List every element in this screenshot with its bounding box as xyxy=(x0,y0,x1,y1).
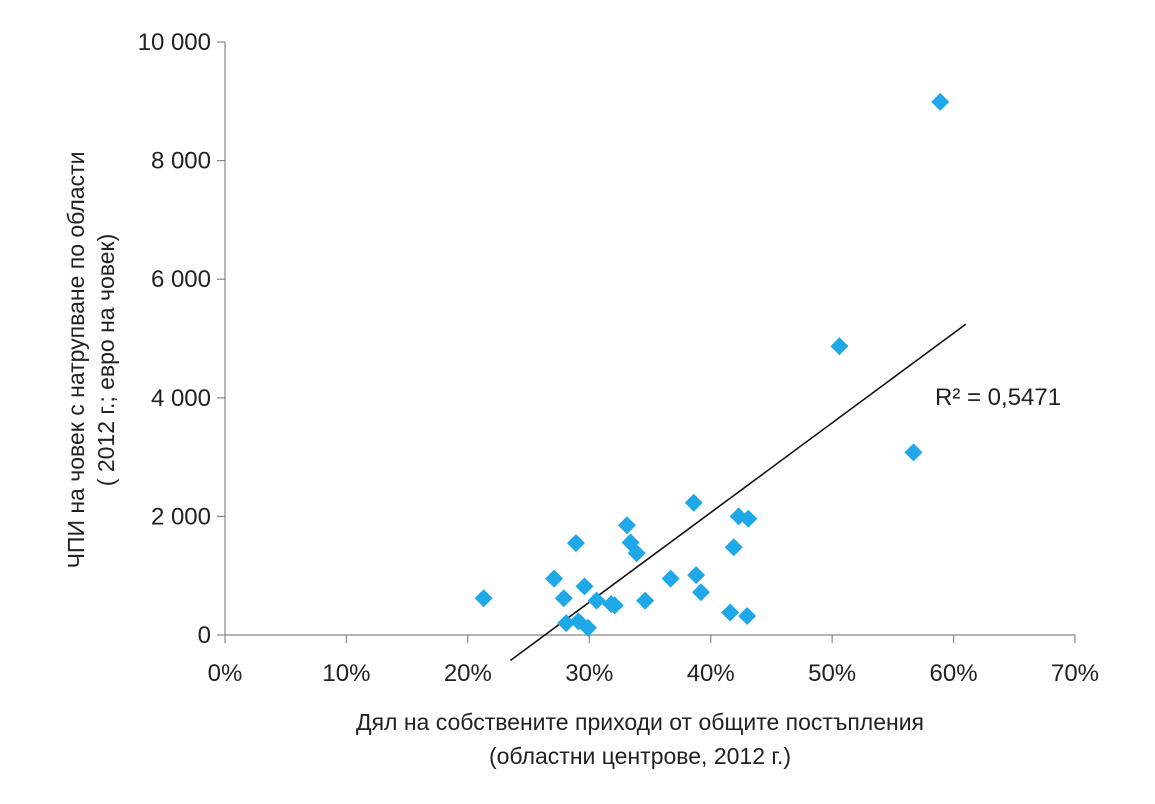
data-points xyxy=(474,92,950,637)
trendline-group xyxy=(509,323,967,662)
x-tick-label: 0% xyxy=(208,660,243,687)
y-tick-label: 6 000 xyxy=(151,266,211,293)
x-tick-label: 10% xyxy=(322,660,370,687)
data-point xyxy=(687,566,706,585)
data-point xyxy=(931,92,950,111)
data-point xyxy=(579,618,598,637)
x-axis-title-line-2: (областни центрове, 2012 г.) xyxy=(489,743,791,769)
y-axis-title: ЧПИ на човек с натрупване по области ( 2… xyxy=(63,152,119,569)
data-point xyxy=(636,591,655,610)
data-point xyxy=(724,538,743,557)
data-point xyxy=(721,603,740,622)
y-tick-label: 2 000 xyxy=(151,503,211,530)
data-point xyxy=(605,596,624,615)
data-point xyxy=(627,544,646,563)
x-tick-label: 20% xyxy=(444,660,492,687)
data-point xyxy=(692,583,710,602)
trendline xyxy=(509,323,967,662)
data-point xyxy=(830,337,849,356)
y-tick-label: 8 000 xyxy=(151,148,211,175)
data-point xyxy=(661,569,680,588)
x-axis-title-line-1: Дял на собствените приходи от общите пос… xyxy=(356,709,924,735)
r-squared-annotation: R² = 0,5471 xyxy=(935,384,1061,411)
data-point xyxy=(474,589,493,608)
data-point xyxy=(739,509,758,528)
y-tick-label: 10 000 xyxy=(138,29,211,56)
x-tick-label: 50% xyxy=(808,660,856,687)
x-tick-label: 70% xyxy=(1051,660,1099,687)
x-axis: 0% 10% 20% 30% 40% 50% 60% 70% xyxy=(208,634,1099,687)
x-axis-title: Дял на собствените приходи от общите пос… xyxy=(356,709,924,769)
data-point xyxy=(554,589,573,608)
data-point xyxy=(557,614,576,633)
data-point xyxy=(904,443,923,462)
data-point xyxy=(684,493,703,512)
data-point xyxy=(575,577,594,596)
x-tick-label: 60% xyxy=(930,660,978,687)
x-tick-label: 40% xyxy=(687,660,735,687)
data-point xyxy=(617,516,636,535)
y-axis: 0 2 000 4 000 6 000 8 000 10 000 xyxy=(138,29,226,649)
y-tick-label: 0 xyxy=(198,622,211,649)
data-point xyxy=(545,569,564,588)
data-point xyxy=(738,607,757,626)
y-tick-label: 4 000 xyxy=(151,385,211,412)
y-axis-title-line-2: ( 2012 г.; евро на човек) xyxy=(93,234,119,486)
data-point xyxy=(566,534,585,553)
x-tick-label: 30% xyxy=(565,660,613,687)
y-axis-title-line-1: ЧПИ на човек с натрупване по области xyxy=(63,152,89,569)
data-point xyxy=(587,591,606,610)
